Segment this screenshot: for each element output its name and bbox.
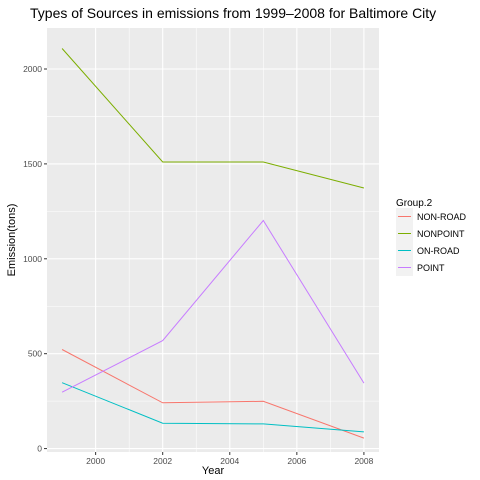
series-lines — [61, 48, 365, 439]
legend: Group.2 NON-ROAD NONPOINT ON-ROAD POINT — [396, 198, 466, 276]
series-line-on-road — [61, 382, 364, 433]
plot-panel — [47, 28, 379, 452]
minor-gridlines — [47, 28, 379, 452]
y-tick-label: 500 — [28, 349, 42, 359]
legend-title: Group.2 — [396, 198, 433, 209]
major-gridlines — [47, 28, 379, 452]
legend-label-on-road: ON-ROAD — [417, 246, 460, 256]
x-tick-label: 2002 — [153, 456, 172, 466]
x-tick-label: 2004 — [220, 456, 239, 466]
x-tick-label: 2008 — [354, 456, 373, 466]
series-line-nonpoint — [61, 48, 365, 189]
x-axis-title: Year — [202, 465, 225, 477]
y-tick-label: 0 — [37, 444, 42, 454]
y-axis: 0 500 1000 1500 2000 — [23, 64, 47, 454]
series-line-point — [61, 219, 365, 393]
x-tick-label: 2000 — [86, 456, 105, 466]
chart-title: Types of Sources in emissions from 1999–… — [30, 5, 436, 21]
legend-label-non-road: NON-ROAD — [417, 212, 466, 222]
legend-label-point: POINT — [417, 263, 445, 273]
legend-label-nonpoint: NONPOINT — [417, 229, 465, 239]
y-tick-label: 2000 — [23, 64, 42, 74]
x-axis: 2000 2002 2004 2006 2008 — [86, 452, 374, 466]
y-axis-title: Emission(tons) — [6, 204, 18, 277]
x-tick-label: 2006 — [287, 456, 306, 466]
y-tick-label: 1500 — [23, 159, 42, 169]
y-tick-label: 1000 — [23, 254, 42, 264]
series-line-non-road — [61, 349, 365, 439]
